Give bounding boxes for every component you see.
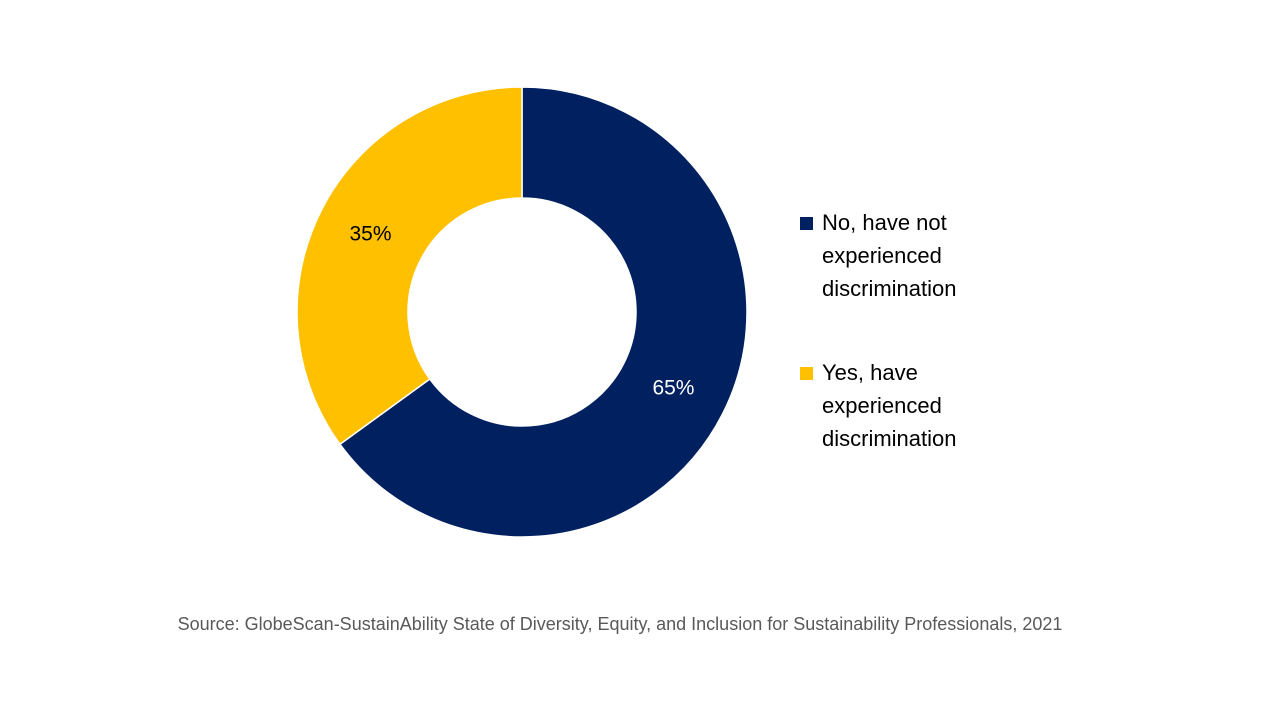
slice-label: 65% (652, 377, 694, 400)
legend-swatch (800, 367, 813, 380)
legend-label: No, have not experienced discrimination (822, 210, 957, 301)
legend-item: Yes, have experienced discrimination (800, 356, 1000, 455)
legend-item: No, have not experienced discrimination (800, 206, 1000, 305)
source-note: Source: GlobeScan-SustainAbility State o… (177, 614, 1063, 634)
slice-label: 35% (350, 222, 392, 245)
donut-slice (338, 86, 748, 538)
legend-label: Yes, have experienced discrimination (822, 360, 957, 451)
donut-slice (296, 86, 523, 446)
legend-swatch (800, 217, 813, 230)
